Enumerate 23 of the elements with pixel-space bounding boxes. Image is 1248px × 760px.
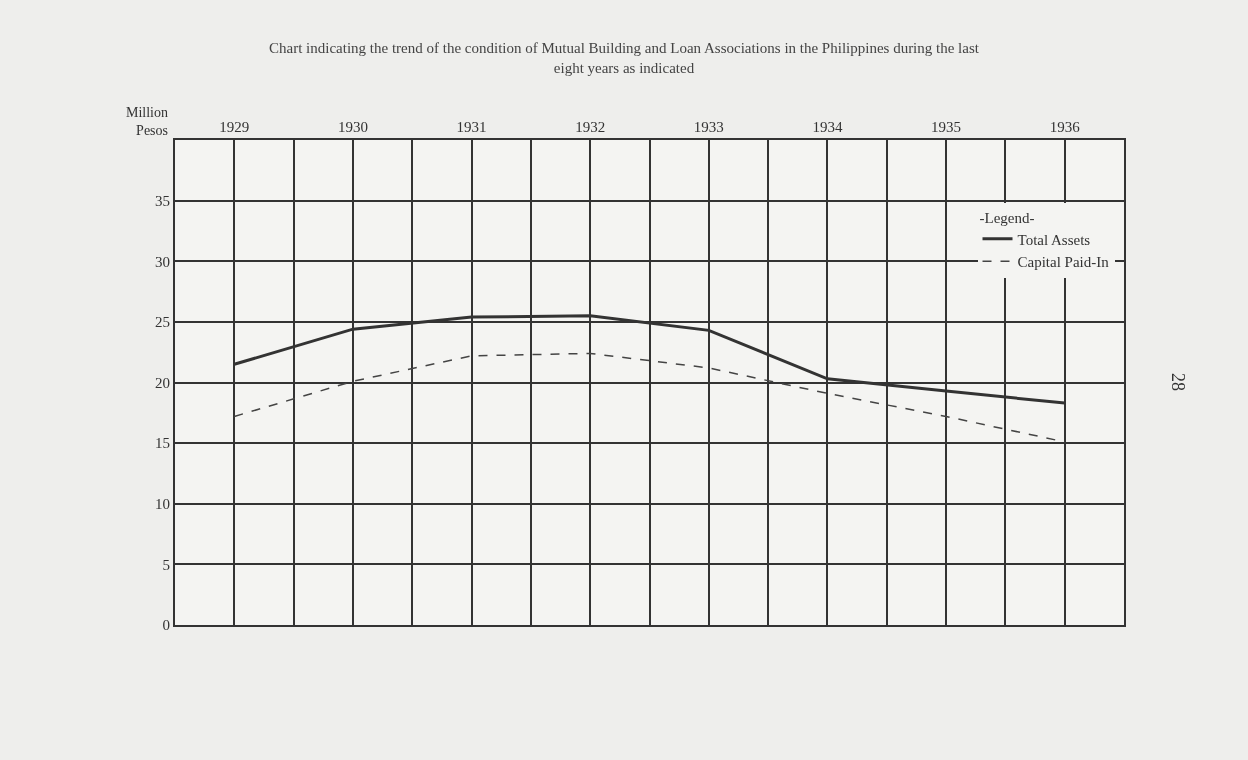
x-tick-label: 1933 <box>693 119 724 135</box>
x-tick-label: 1930 <box>337 119 368 135</box>
x-tick-label: 1936 <box>1049 119 1081 135</box>
legend-label: Capital Paid-In <box>1017 254 1110 271</box>
y-tick-label: 25 <box>155 314 170 331</box>
x-tick-label: 1935 <box>931 119 962 135</box>
x-tick-label: 1932 <box>575 119 606 135</box>
y-tick-label: 5 <box>162 556 170 573</box>
legend-title: -Legend- <box>979 209 1035 226</box>
y-tick-label: 15 <box>155 435 170 452</box>
text: 28 <box>1167 373 1188 392</box>
y-tick-label: 0 <box>162 617 170 634</box>
y-tick-label: 35 <box>155 192 170 209</box>
chart-title: Chart indicating the trend of the condition of Mutual Building and Loan Associations in the Philippines during the last eight years as indicated <box>269 40 980 76</box>
x-tick-label: 1931 <box>456 119 487 135</box>
y-tick-label: 30 <box>155 253 170 270</box>
y-tick-label: 20 <box>155 374 170 391</box>
legend-label: Total Assets <box>1017 231 1091 248</box>
x-tick-label: 1929 <box>219 119 250 135</box>
y-axis-title: Million Pesos <box>126 105 169 139</box>
line-series <box>233 352 1066 443</box>
x-tick-label: 1934 <box>812 119 843 135</box>
y-tick-label: 10 <box>155 496 170 512</box>
